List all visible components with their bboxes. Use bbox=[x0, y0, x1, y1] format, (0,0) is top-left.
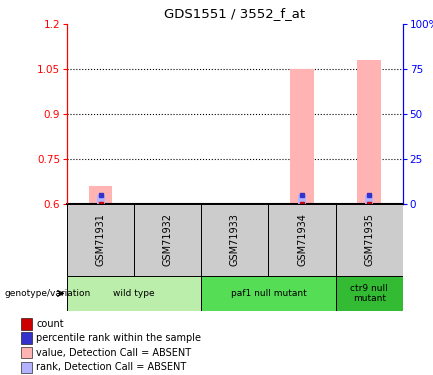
Text: GSM71934: GSM71934 bbox=[297, 214, 307, 266]
Bar bbox=[336, 276, 403, 311]
Text: percentile rank within the sample: percentile rank within the sample bbox=[36, 333, 201, 343]
Text: rank, Detection Call = ABSENT: rank, Detection Call = ABSENT bbox=[36, 362, 187, 372]
Text: GSM71935: GSM71935 bbox=[364, 213, 374, 267]
Text: value, Detection Call = ABSENT: value, Detection Call = ABSENT bbox=[36, 348, 192, 358]
Bar bbox=[97, 195, 105, 204]
Bar bbox=[268, 204, 336, 276]
Text: GSM71931: GSM71931 bbox=[96, 214, 106, 266]
Text: GSM71932: GSM71932 bbox=[163, 213, 173, 267]
Bar bbox=[357, 60, 381, 204]
Bar bbox=[298, 195, 306, 204]
Bar bbox=[22, 332, 32, 344]
Bar bbox=[336, 204, 403, 276]
Bar bbox=[22, 347, 32, 358]
Text: ctr9 null
mutant: ctr9 null mutant bbox=[350, 284, 388, 303]
Text: count: count bbox=[36, 319, 64, 329]
Text: wild type: wild type bbox=[113, 289, 155, 298]
Title: GDS1551 / 3552_f_at: GDS1551 / 3552_f_at bbox=[165, 8, 305, 20]
Bar bbox=[201, 276, 336, 311]
Bar bbox=[290, 69, 314, 204]
Text: GSM71933: GSM71933 bbox=[230, 214, 240, 266]
Bar bbox=[22, 362, 32, 373]
Bar bbox=[201, 204, 268, 276]
Bar bbox=[89, 186, 113, 204]
Bar bbox=[22, 318, 32, 330]
Text: paf1 null mutant: paf1 null mutant bbox=[231, 289, 306, 298]
Bar bbox=[67, 276, 201, 311]
Bar bbox=[134, 204, 201, 276]
Bar bbox=[365, 195, 373, 204]
Bar bbox=[67, 204, 134, 276]
Text: genotype/variation: genotype/variation bbox=[4, 289, 90, 298]
